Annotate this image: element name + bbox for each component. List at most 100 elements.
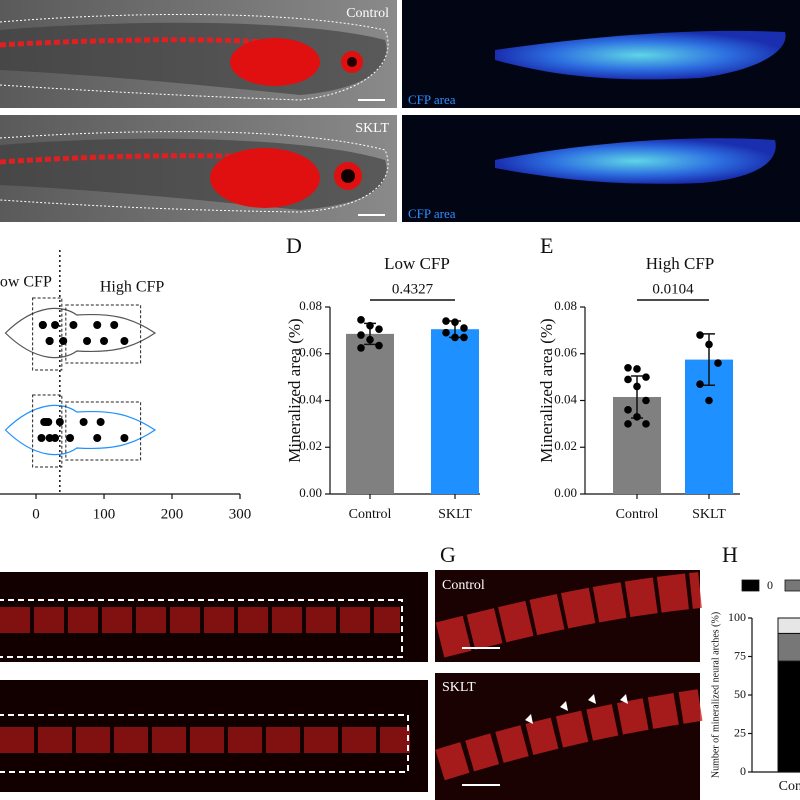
image-label: SKLT xyxy=(442,680,476,695)
data-point xyxy=(451,333,459,342)
data-point xyxy=(442,317,450,325)
bar-segment xyxy=(777,632,800,662)
data-point xyxy=(38,321,47,329)
image-label: CFP area xyxy=(408,92,456,107)
data-point xyxy=(37,434,46,442)
data-point xyxy=(51,321,60,329)
y-tick-label: 0.08 xyxy=(299,298,322,313)
p-value: 0.0104 xyxy=(652,281,694,297)
y-axis-label: Mineralized area (%) xyxy=(285,318,304,462)
data-point xyxy=(120,337,129,345)
legend-swatch xyxy=(741,579,760,592)
x-tick-label: 200 xyxy=(161,506,184,522)
data-point xyxy=(110,321,119,329)
image-label: CFP area xyxy=(408,206,456,221)
data-point xyxy=(44,418,53,426)
data-point xyxy=(357,344,365,352)
data-point xyxy=(705,396,713,405)
image-label: SKLT xyxy=(355,121,389,136)
data-point xyxy=(79,418,88,426)
y-tick-label: 25 xyxy=(734,725,746,739)
data-point xyxy=(100,337,109,345)
x-tick-label: SKLT xyxy=(692,507,726,522)
bar-segment xyxy=(777,660,800,773)
fluorescence-images: G Control SKLT xyxy=(0,542,703,800)
data-point xyxy=(705,340,713,349)
y-axis-label: Mineralized area (%) xyxy=(537,318,556,462)
y-tick-label: 0.02 xyxy=(554,438,577,453)
x-tick-label: Control xyxy=(616,507,659,522)
bar-segment xyxy=(777,617,800,634)
group-box xyxy=(65,401,142,461)
data-point xyxy=(442,328,450,337)
data-point xyxy=(93,321,102,329)
y-tick-label: 0.06 xyxy=(554,345,577,360)
y-tick-label: 75 xyxy=(734,648,746,662)
data-point xyxy=(375,341,383,350)
data-point xyxy=(633,413,641,421)
data-point xyxy=(357,331,365,339)
brightfield-images: Control SKLT CFP area CFP area xyxy=(0,0,800,222)
data-point xyxy=(357,316,365,324)
y-tick-label: 0.06 xyxy=(299,345,322,360)
data-point xyxy=(96,418,105,426)
chart-title: High CFP xyxy=(646,254,715,273)
y-tick-label: 0.08 xyxy=(554,298,577,313)
panel-letter: E xyxy=(540,233,553,258)
x-tick-label: SKLT xyxy=(438,507,472,522)
group-box xyxy=(32,394,63,468)
group-label: High CFP xyxy=(100,279,165,296)
y-tick-label: 0.02 xyxy=(299,438,322,453)
x-tick-label: 100 xyxy=(93,506,116,522)
group-box xyxy=(32,297,63,371)
data-point xyxy=(83,337,92,345)
data-point xyxy=(120,434,129,442)
data-point xyxy=(59,337,68,345)
data-point xyxy=(45,337,54,345)
y-tick-label: 0.00 xyxy=(299,485,322,500)
data-point xyxy=(366,335,374,344)
data-point xyxy=(642,420,650,428)
data-point xyxy=(696,331,704,339)
data-point xyxy=(460,333,468,342)
x-tick-label: 0 xyxy=(32,506,40,522)
y-axis-label: Number of mineralized neural arches (%) xyxy=(710,612,721,778)
violin-outline xyxy=(4,404,157,456)
data-point xyxy=(69,321,78,329)
data-point xyxy=(642,373,650,381)
panel-letter: G xyxy=(440,542,456,567)
data-point xyxy=(375,325,383,334)
data-point xyxy=(55,418,64,426)
bar xyxy=(431,329,479,494)
y-tick-label: 0.00 xyxy=(554,485,577,500)
y-tick-label: 100 xyxy=(728,610,746,624)
data-point xyxy=(624,420,632,428)
data-point xyxy=(460,324,468,332)
legend-swatch xyxy=(784,579,800,592)
group-box xyxy=(65,304,142,364)
data-point xyxy=(633,382,641,391)
data-point xyxy=(624,406,632,414)
p-value: 0.4327 xyxy=(392,281,434,297)
chart-title: Low CFP xyxy=(384,254,450,273)
data-point xyxy=(714,359,722,367)
data-point xyxy=(366,321,374,330)
violin-outline xyxy=(4,307,157,359)
y-tick-label: 0 xyxy=(740,764,746,778)
data-point xyxy=(66,434,75,442)
panel-letter: D xyxy=(286,233,302,258)
bar xyxy=(346,333,394,494)
y-tick-label: 0.04 xyxy=(299,391,322,406)
x-tick-label: 300 xyxy=(229,506,252,522)
data-point xyxy=(696,380,704,388)
data-point xyxy=(451,318,459,326)
data-point xyxy=(633,365,641,373)
data-point xyxy=(93,434,102,442)
panel-letter: H xyxy=(722,542,738,567)
legend-label: 0 xyxy=(767,578,773,592)
x-tick-label: Control xyxy=(779,779,800,794)
data-point xyxy=(624,363,632,372)
group-label: Low CFP xyxy=(0,274,52,291)
x-tick-label: Control xyxy=(349,507,392,522)
